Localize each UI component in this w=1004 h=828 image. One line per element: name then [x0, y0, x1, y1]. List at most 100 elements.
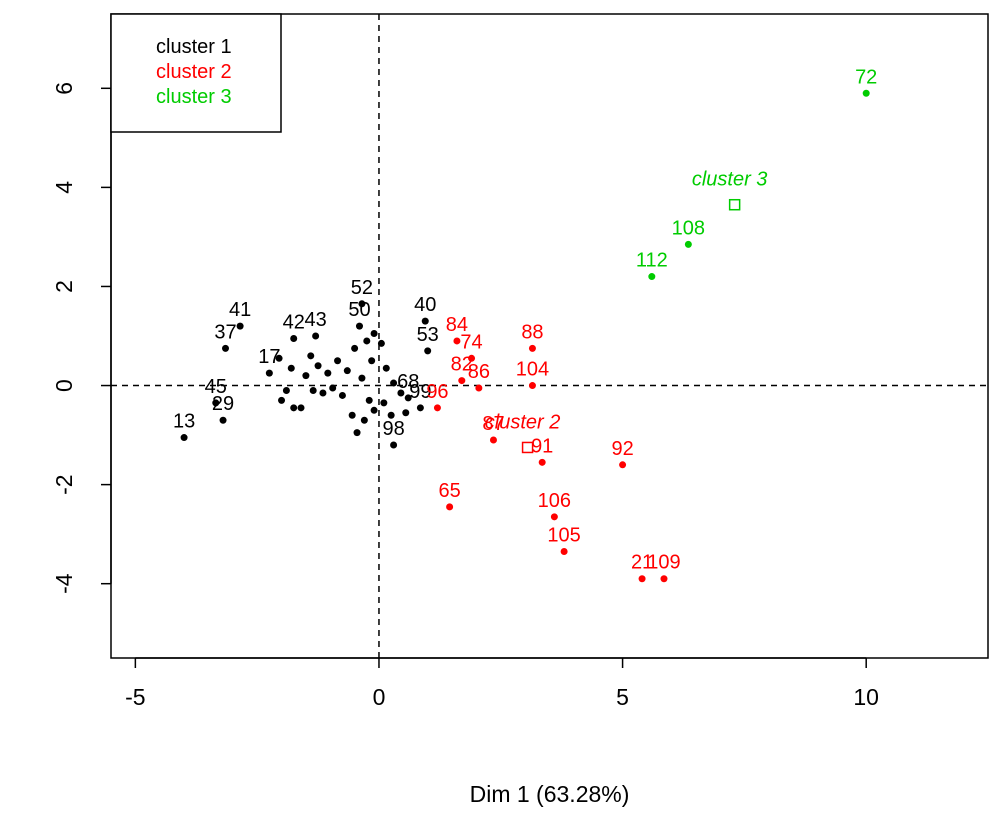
data-point — [489, 436, 497, 444]
point-label: 43 — [305, 309, 327, 331]
data-point — [458, 377, 466, 385]
x-tick-label: -5 — [125, 684, 145, 710]
legend-entry: cluster 3 — [156, 86, 232, 108]
point-label: 68 — [397, 371, 419, 393]
data-point — [528, 382, 536, 390]
point-label: 112 — [636, 250, 668, 272]
data-point — [302, 372, 310, 380]
data-point — [334, 357, 342, 365]
point-label: 108 — [672, 217, 705, 239]
data-point — [287, 364, 295, 372]
y-tick-label: 0 — [51, 379, 77, 392]
data-point — [353, 429, 361, 437]
point-label: 21 — [631, 552, 653, 574]
data-point — [475, 384, 483, 392]
data-point — [363, 337, 371, 345]
point-label: 53 — [417, 324, 439, 346]
data-point — [180, 434, 188, 442]
data-point — [368, 357, 376, 365]
y-tick-label: 4 — [51, 181, 77, 194]
legend-box — [110, 13, 282, 133]
data-point — [236, 322, 244, 330]
point-label: 92 — [611, 438, 633, 460]
legend-entry: cluster 2 — [156, 61, 232, 83]
data-point — [265, 369, 273, 377]
point-label: 98 — [382, 418, 404, 440]
point-label: 42 — [283, 311, 305, 333]
data-point — [348, 411, 356, 419]
data-point — [468, 354, 476, 362]
data-point — [387, 411, 395, 419]
point-label: 105 — [547, 524, 580, 546]
data-point — [297, 404, 305, 412]
data-point — [343, 367, 351, 375]
point-label: 72 — [855, 66, 877, 88]
point-label: 109 — [647, 552, 680, 574]
data-point — [390, 379, 398, 387]
data-point — [370, 330, 378, 338]
legend-entry: cluster 1 — [156, 36, 232, 58]
point-label: 87 — [482, 413, 504, 435]
data-point — [453, 337, 461, 345]
y-tick-label: 6 — [51, 82, 77, 95]
point-label: 40 — [414, 294, 436, 316]
point-label: 104 — [516, 359, 549, 381]
data-point — [212, 399, 220, 407]
data-point — [290, 404, 298, 412]
x-tick-label: 10 — [853, 684, 879, 710]
point-label: 50 — [348, 299, 370, 321]
data-point — [351, 344, 359, 352]
point-label: 91 — [531, 435, 553, 457]
data-point — [358, 374, 366, 382]
point-label: 74 — [460, 331, 482, 353]
y-tick-label: -4 — [51, 573, 77, 594]
data-point — [360, 416, 368, 424]
data-point — [433, 404, 441, 412]
point-label: 41 — [229, 299, 251, 321]
data-point — [275, 354, 283, 362]
x-tick-label: 0 — [373, 684, 386, 710]
cluster-center-marker — [521, 441, 534, 454]
data-point — [365, 396, 373, 404]
point-label: 65 — [438, 480, 460, 502]
data-point — [660, 575, 668, 583]
data-point — [324, 369, 332, 377]
data-point — [290, 334, 298, 342]
data-point — [370, 406, 378, 414]
data-point — [684, 240, 692, 248]
data-point — [314, 362, 322, 370]
data-point — [538, 458, 546, 466]
data-point — [619, 461, 627, 469]
data-point — [416, 404, 424, 412]
data-point — [390, 441, 398, 449]
y-tick-label: -2 — [51, 474, 77, 494]
data-point — [329, 384, 337, 392]
data-point — [397, 389, 405, 397]
data-point — [309, 386, 317, 394]
data-point — [404, 394, 412, 402]
point-label: 86 — [468, 361, 490, 383]
point-label: 88 — [521, 321, 543, 343]
data-point — [560, 547, 568, 555]
cluster-center-label: cluster 3 — [692, 169, 768, 191]
point-label: 17 — [258, 346, 280, 368]
cluster-center-label: cluster 2 — [485, 411, 561, 433]
data-point — [377, 339, 385, 347]
data-point — [446, 503, 454, 511]
point-label: 52 — [351, 277, 373, 299]
data-point — [402, 409, 410, 417]
data-point — [648, 273, 656, 281]
data-point — [221, 344, 229, 352]
x-axis-title: Dim 1 (63.28%) — [470, 781, 630, 807]
data-point — [528, 344, 536, 352]
point-label: 96 — [426, 381, 448, 403]
data-point — [380, 399, 388, 407]
point-label: 99 — [409, 381, 431, 403]
data-point — [338, 391, 346, 399]
cluster-center-marker — [728, 198, 741, 211]
x-tick-label: 5 — [616, 684, 629, 710]
data-point — [382, 364, 390, 372]
data-point — [282, 386, 290, 394]
point-label: 82 — [451, 354, 473, 376]
